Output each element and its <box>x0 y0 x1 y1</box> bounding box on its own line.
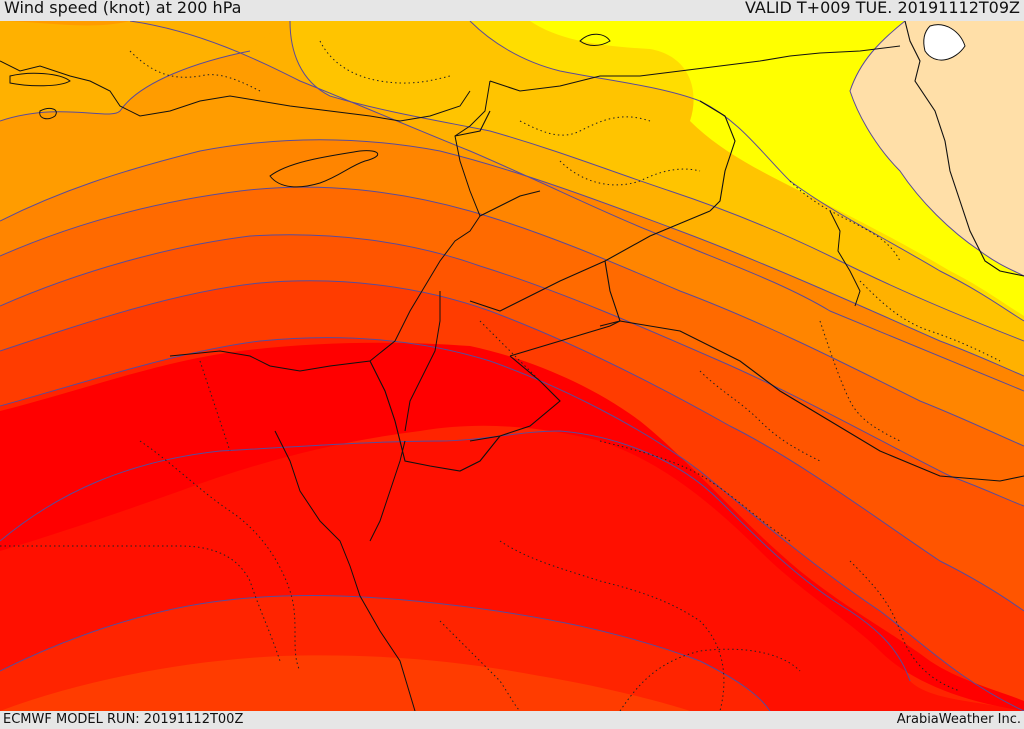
band-6-left <box>0 21 290 121</box>
wind-speed-map[interactable] <box>0 21 1024 711</box>
isotach-contours <box>0 21 1024 711</box>
model-run: ECMWF MODEL RUN: 20191112T00Z <box>3 712 244 727</box>
title-bar: Wind speed (knot) at 200 hPa VALID T+009… <box>0 0 1024 21</box>
footer-bar: ECMWF MODEL RUN: 20191112T00Z ArabiaWeat… <box>0 711 1024 729</box>
credit: ArabiaWeather Inc. <box>896 712 1021 727</box>
coastlines <box>0 24 966 711</box>
map-title: Wind speed (knot) at 200 hPa <box>4 0 242 17</box>
band-12-core <box>0 342 1024 711</box>
admin-borders <box>0 40 1001 711</box>
map-canvas <box>0 21 1024 711</box>
country-borders <box>369 21 1024 482</box>
band-10-south <box>0 655 690 711</box>
valid-time: VALID T+009 TUE. 20191112T09Z <box>744 0 1020 17</box>
band-1 <box>850 21 1024 276</box>
